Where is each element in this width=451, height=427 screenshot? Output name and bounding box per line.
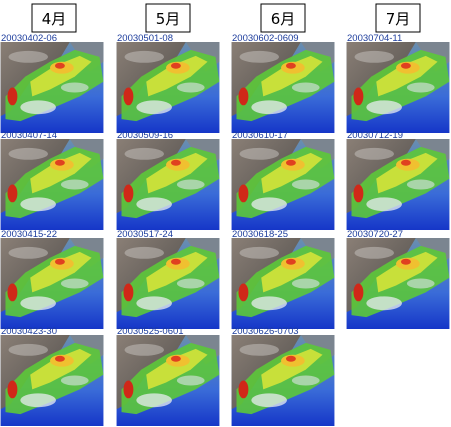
satellite-image [346, 238, 450, 329]
date-label: 20030602-0609 [232, 33, 299, 44]
date-label: 20030509-16 [117, 130, 173, 141]
month-header: 5月 [156, 10, 181, 28]
satellite-image [231, 238, 335, 329]
month-header: 4月 [42, 10, 67, 28]
satellite-image [231, 139, 335, 230]
month-box [375, 3, 421, 33]
satellite-image [116, 238, 220, 329]
date-label: 20030402-06 [1, 33, 57, 44]
date-label: 20030712-19 [347, 130, 403, 141]
date-label: 20030407-14 [1, 130, 57, 141]
date-label: 20030610-17 [232, 130, 288, 141]
date-label: 20030501-08 [117, 33, 173, 44]
satellite-image [346, 42, 450, 133]
image-grid: 4月 20030402-06 20030407-14 20030415-22 20030… [0, 3, 450, 426]
month-box [145, 3, 191, 33]
satellite-image [231, 42, 335, 133]
date-label: 20030517-24 [117, 229, 173, 240]
satellite-image [116, 335, 220, 426]
date-label: 20030423-30 [1, 326, 57, 337]
month-header: 7月 [386, 10, 411, 28]
date-label: 20030626-0703 [232, 326, 299, 337]
date-label: 20030720-27 [347, 229, 403, 240]
satellite-image [0, 139, 104, 230]
satellite-image [0, 238, 104, 329]
date-label: 20030704-11 [347, 33, 402, 44]
date-label: 20030415-22 [1, 229, 57, 240]
satellite-image [116, 139, 220, 230]
satellite-image [231, 335, 335, 426]
satellite-image [346, 139, 450, 230]
month-header: 6月 [271, 10, 296, 28]
month-box [31, 3, 77, 33]
month-box [260, 3, 306, 33]
satellite-image [116, 42, 220, 133]
satellite-image [0, 335, 104, 426]
satellite-image [0, 42, 104, 133]
date-label: 20030618-25 [232, 229, 288, 240]
date-label: 20030525-0601 [117, 326, 184, 337]
